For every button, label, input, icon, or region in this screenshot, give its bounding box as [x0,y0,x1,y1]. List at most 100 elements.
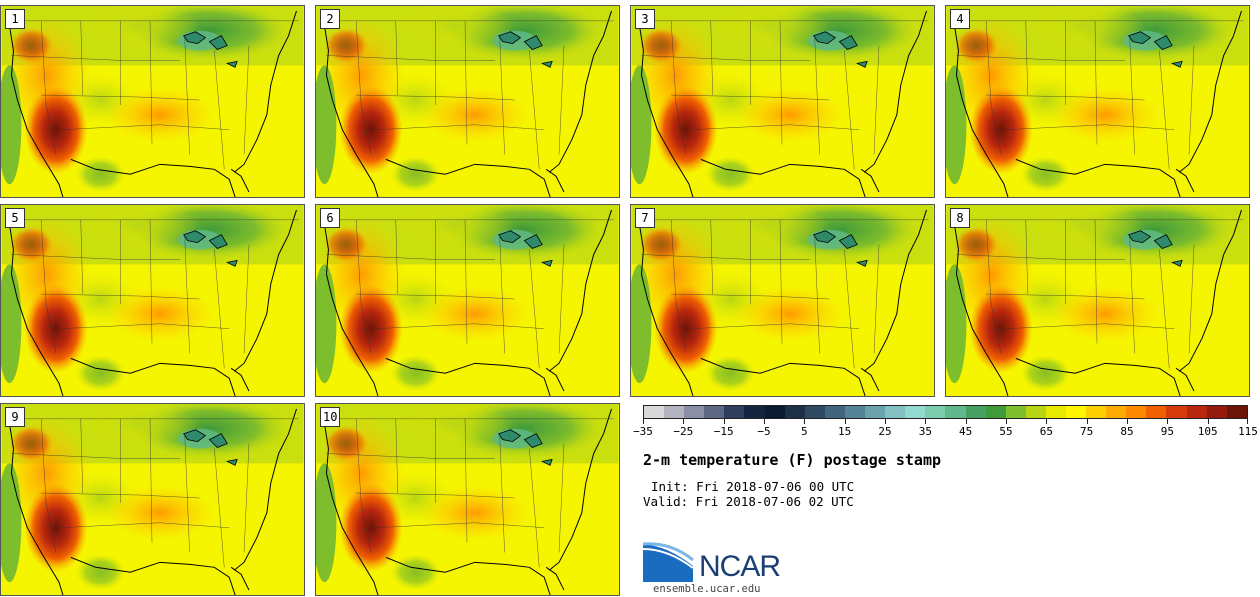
colorbar-swatch [824,406,845,418]
member-map-panel: 9 [0,403,305,596]
site-url: ensemble.ucar.edu [653,583,761,595]
colorbar-tick [764,419,765,424]
temperature-map [316,6,619,197]
member-map-panel: 3 [630,5,935,198]
temperature-map [946,205,1249,396]
temperature-map [946,6,1249,197]
colorbar-tick [844,419,846,424]
temperature-map [631,205,934,396]
colorbar-tick [1046,419,1048,424]
colorbar-swatch [1005,406,1026,418]
member-map-panel: 1 [0,5,305,198]
member-map-panel: 10 [315,403,620,596]
colorbar-tick [683,419,685,424]
colorbar-swatch [784,406,805,418]
colorbar-swatch [1126,406,1147,418]
member-map-panel: 4 [945,5,1250,198]
colorbar-swatch [965,406,986,418]
colorbar-tick-label: 95 [1160,425,1174,438]
member-number-label: 4 [950,9,970,29]
member-map-panel: 6 [315,204,620,397]
colorbar-tick [643,419,644,424]
colorbar-tick-label: −5 [757,425,771,438]
member-number-label: 2 [320,9,340,29]
member-map-panel: 5 [0,204,305,397]
colorbar-tick [1207,419,1209,424]
colorbar-swatch [744,406,765,418]
colorbar-swatch [925,406,946,418]
colorbar-tick-label: 15 [838,425,852,438]
init-time: Init: Fri 2018-07-06 00 UTC [651,479,855,494]
colorbar-swatch [865,406,886,418]
member-number-label: 6 [320,208,340,228]
colorbar-swatch [1166,406,1187,418]
member-number-label: 3 [635,9,655,29]
colorbar-tick-label: −35 [633,425,653,438]
ncar-logo-text: NCAR [699,550,781,583]
colorbar-tick [885,419,886,424]
member-map-panel: 8 [945,204,1250,397]
colorbar-swatch [1206,406,1227,418]
member-number-label: 10 [320,407,341,427]
ncar-logo-icon [643,542,694,582]
colorbar-tick-label: 45 [959,425,973,438]
member-number-label: 8 [950,208,970,228]
colorbar-tick [723,419,725,424]
colorbar-tick-label: 75 [1080,425,1094,438]
temperature-map [316,205,619,396]
member-number-label: 7 [635,208,655,228]
colorbar-tick-label: 115 [1238,425,1258,438]
colorbar-tick [1127,419,1128,424]
colorbar-swatch [1226,406,1247,418]
member-map-panel: 2 [315,5,620,198]
member-map-panel: 7 [630,204,935,397]
colorbar-tick-label: 35 [918,425,932,438]
colorbar-tick [1086,419,1088,424]
colorbar-tick [965,419,967,424]
colorbar-swatch [1025,406,1046,418]
colorbar-swatch [664,406,685,418]
colorbar-swatch [704,406,725,418]
colorbar-tick [925,419,927,424]
colorbar-tick-label: −25 [673,425,694,438]
temperature-map [1,205,304,396]
member-number-label: 9 [5,407,25,427]
temperature-map [1,404,304,595]
colorbar-swatch [885,406,906,418]
colorbar-ticks: −35 −25 −15 −5 5 15 25 35 45 55 65 75 85 95 105 115 [633,419,1258,443]
plot-title: 2-m temperature (F) postage stamp [643,451,942,469]
colorbar-tick-label: 55 [999,425,1013,438]
colorbar-swatch [1146,406,1167,418]
colorbar-swatch [644,406,665,418]
member-number-label: 1 [5,9,25,29]
colorbar-tick [1006,419,1007,424]
temperature-map [631,6,934,197]
colorbar-tick [804,419,806,424]
colorbar-swatch [985,406,1006,418]
temperature-map [316,404,619,595]
colorbar-tick-label: −15 [713,425,734,438]
colorbar-swatch [804,406,825,418]
colorbar-swatches [643,405,1248,419]
colorbar-swatch [1106,406,1127,418]
colorbar-swatch [945,406,966,418]
colorbar-swatch [905,406,926,418]
colorbar-swatch [1186,406,1207,418]
colorbar-tick-label: 25 [878,425,892,438]
member-number-label: 5 [5,208,25,228]
colorbar-swatch [1045,406,1066,418]
temperature-colorbar: −35 −25 −15 −5 5 15 25 35 45 55 65 75 85 95 105 115 [633,405,1258,443]
colorbar-tick-label: 105 [1197,425,1218,438]
colorbar-swatch [844,406,866,418]
colorbar-swatch [1065,406,1087,418]
colorbar-swatch [764,406,785,418]
colorbar-tick [1247,419,1248,424]
colorbar-tick-label: 5 [801,425,808,438]
temperature-map [1,6,304,197]
colorbar-tick [1167,419,1169,424]
colorbar-swatch [1086,406,1107,418]
colorbar-swatch [684,406,705,418]
colorbar-tick-label: 85 [1120,425,1134,438]
colorbar-swatch [724,406,745,418]
colorbar-tick-label: 65 [1039,425,1053,438]
